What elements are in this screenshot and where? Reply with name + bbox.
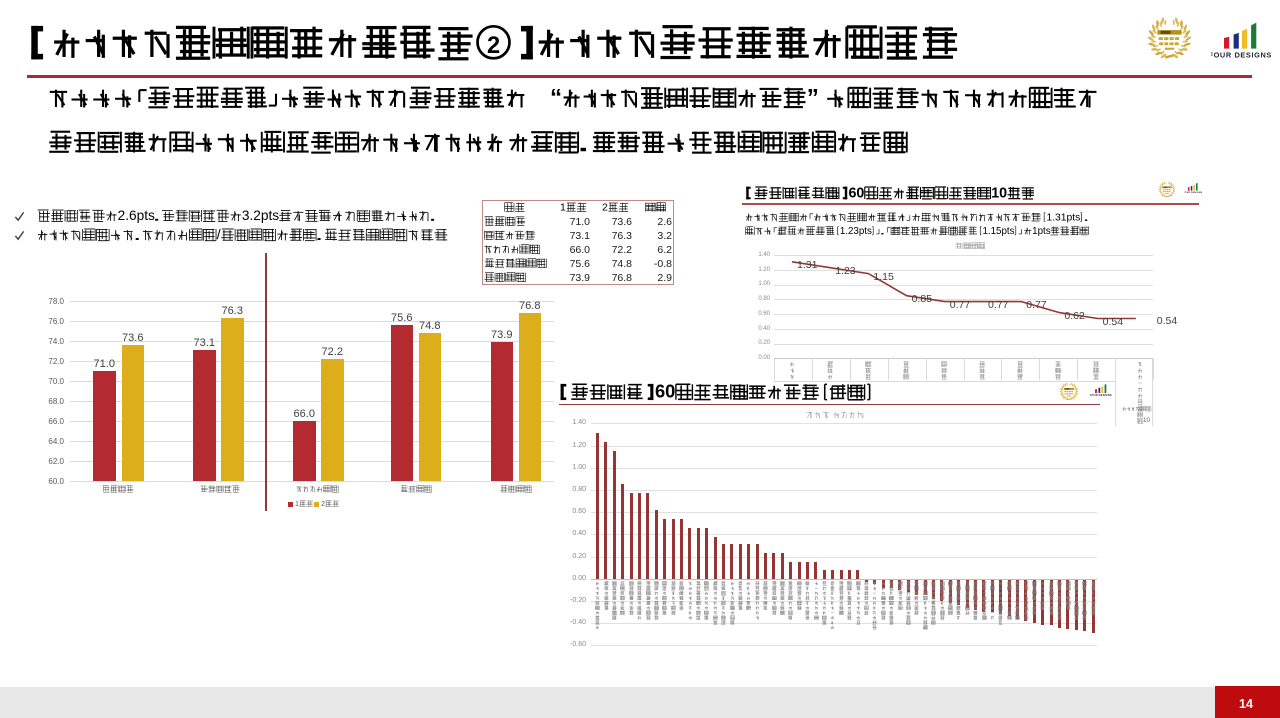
svg-text:60: 60 [655,383,675,402]
svg-text:1.23pts: 1.23pts [840,226,872,237]
svg-text:”: ” [807,86,819,111]
svg-text:FOUR DESIGNS: FOUR DESIGNS [1184,192,1202,194]
svg-text:2.6pts: 2.6pts [118,209,155,223]
svg-text:2: 2 [486,33,499,59]
svg-text:/: / [217,228,221,242]
svg-text:“: “ [550,86,562,111]
svg-text:1: 1 [295,500,299,508]
svg-text:1.15pts: 1.15pts [982,226,1014,237]
svg-text:10: 10 [991,186,1007,201]
svg-text:FOUR DESIGNS: FOUR DESIGNS [1211,51,1271,60]
svg-text:1pts: 1pts [1032,226,1051,237]
svg-text:60: 60 [848,186,864,201]
svg-text:2: 2 [321,500,325,508]
svg-text:1: 1 [560,202,566,213]
svg-text:FOUR DESIGNS: FOUR DESIGNS [1090,393,1112,397]
svg-text:2: 2 [602,202,608,213]
svg-text:3.2pts: 3.2pts [242,209,279,223]
svg-text:1.31pts: 1.31pts [1046,212,1080,223]
